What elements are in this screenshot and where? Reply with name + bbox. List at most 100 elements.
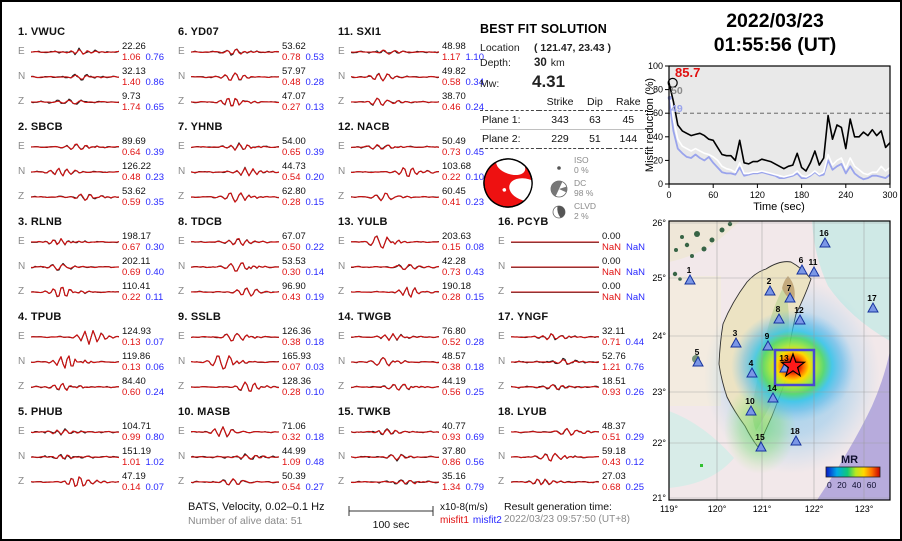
waveform-TDCB-Z: [191, 286, 279, 297]
amplitude-value: 103.68: [442, 160, 472, 172]
misfit1-value: 0.68: [602, 481, 621, 493]
dip-header: Dip: [581, 95, 609, 111]
trace-row-YD07-Z: Z 47.07 0.27 0.13: [178, 89, 334, 114]
amplitude-unit-label: x10-8(m/s): [440, 502, 488, 513]
misfit-values: 0.28 0.15: [442, 292, 494, 303]
component-label: N: [498, 356, 506, 367]
trace-row-TDCB-E: E 67.07 0.50 0.22: [178, 229, 334, 254]
component-label: Z: [18, 381, 25, 392]
misfit1-value: 0.43: [602, 456, 621, 468]
waveform-VWUC-Z: [31, 98, 119, 105]
station-title: 13. YULB: [338, 216, 388, 228]
trace-values: 22.26 1.06 0.76: [122, 41, 174, 63]
misfit-values: 0.93 0.26: [602, 387, 654, 398]
misfit-values: 0.59 0.35: [122, 197, 174, 208]
trace-values: 48.37 0.51 0.29: [602, 421, 654, 443]
trace-row-SSLB-E: E 126.36 0.38 0.18: [178, 324, 334, 349]
trace-values: 44.99 1.09 0.48: [282, 446, 334, 468]
amplitude-value: 0.00: [602, 255, 621, 267]
station-block-TDCB: 8. TDCB E 67.07 0.50 0.22 N 53.53 0.30 0.14 Z 96.9…: [178, 216, 334, 306]
svg-text:13: 13: [779, 353, 789, 363]
station-title: 4. TPUB: [18, 311, 62, 323]
amplitude-value: 44.73: [282, 160, 306, 172]
station-block-PHUB: 5. PHUB E 104.71 0.99 0.80 N 151.19 1.01 1.02 Z 47…: [18, 406, 174, 496]
component-label: E: [178, 236, 185, 247]
amplitude-value: 190.18: [442, 280, 472, 292]
misfit-values: NaN NaN: [602, 242, 654, 253]
waveform-TWKB-E: [351, 427, 439, 435]
component-label: E: [338, 236, 345, 247]
result-time-value: 2022/03/23 09:57:50 (UT+8): [504, 514, 630, 525]
best-misfit-annotation: 85.7: [675, 65, 700, 80]
station-title: 3. RLNB: [18, 216, 63, 228]
trace-values: 89.69 0.64 0.39: [122, 136, 174, 158]
waveform-MASB-Z: [191, 477, 279, 485]
waveform-TPUB-N: [31, 354, 119, 369]
component-label: E: [498, 426, 505, 437]
amplitude-value: 119.86: [122, 350, 151, 362]
svg-text:2: 2: [767, 276, 772, 286]
misfit1-value: 0.22: [122, 291, 141, 303]
station-block-NACB: 12. NACB E 50.49 0.73 0.45 N 103.68 0.22 0.10 Z 60…: [338, 121, 494, 211]
location-row: Location ( 121.47, 23.43 ): [480, 42, 648, 54]
trace-row-TWGB-N: N 48.57 0.38 0.18: [338, 349, 494, 374]
station-title: 11. SXI1: [338, 26, 382, 38]
lat-label: 22°: [652, 438, 666, 448]
misfit-values: 0.32 0.18: [282, 432, 334, 443]
panel-title: BEST FIT SOLUTION: [480, 22, 608, 36]
misfit1-value: 0.78: [282, 51, 301, 63]
amplitude-value: 53.62: [282, 40, 306, 52]
misfit1-value: 1.34: [442, 481, 461, 493]
misfit2-value: 0.26: [625, 386, 645, 398]
component-label: E: [498, 236, 505, 247]
waveform-YHNB-Z: [191, 191, 279, 203]
iso-label: ISO: [574, 155, 589, 165]
trace-row-SXI1-N: N 49.82 0.58 0.34: [338, 64, 494, 89]
misfit-values: 0.41 0.23: [442, 197, 494, 208]
misfit1-value: 1.06: [122, 51, 141, 63]
waveform-TPUB-Z: [31, 382, 119, 391]
lon-label: 120°: [708, 504, 727, 514]
svg-text:3: 3: [733, 328, 738, 338]
trace-values: 165.93 0.07 0.03: [282, 351, 334, 373]
waveform-YNGF-N: [511, 357, 599, 365]
lon-label: 119°: [660, 504, 678, 514]
waveform-SSLB-N: [191, 354, 279, 370]
trace-values: 0.00 NaN NaN: [602, 281, 654, 303]
trace-row-SXI1-E: E 48.98 1.17 1.10: [338, 39, 494, 64]
mw-value: 4.31: [532, 72, 566, 91]
misfit2-value: NaN: [626, 266, 646, 278]
svg-text:11: 11: [809, 257, 818, 267]
component-label: N: [338, 71, 346, 82]
misfit-values: 1.01 1.02: [122, 457, 174, 468]
misfit-dynamic: 0 20 40 60 80 100 0 60 120 180 240 300: [648, 61, 898, 200]
misfit-values: 1.34 0.79: [442, 482, 494, 493]
trace-values: 32.11 0.71 0.44: [602, 326, 654, 348]
station-block-RLNB: 3. RLNB E 198.17 0.67 0.30 N 202.11 0.69 0.40 Z 11…: [18, 216, 174, 306]
amplitude-value: 27.03: [602, 470, 626, 482]
amplitude-value: 71.06: [282, 420, 306, 432]
trace-values: 53.53 0.30 0.14: [282, 256, 334, 278]
amplitude-value: 128.36: [282, 375, 312, 387]
clvd-label: CLVD: [574, 201, 597, 211]
svg-text:16: 16: [819, 228, 829, 238]
trace-values: 96.90 0.43 0.19: [282, 281, 334, 303]
misfit2-value: 1.02: [145, 456, 165, 468]
svg-text:4: 4: [749, 358, 754, 368]
trace-row-SBCB-E: E 89.69 0.64 0.39: [18, 134, 174, 159]
misfit-values: 0.86 0.56: [442, 457, 494, 468]
trace-values: 76.80 0.52 0.28: [442, 326, 494, 348]
component-label: Z: [338, 96, 345, 107]
misfit2-value: 0.44: [625, 336, 645, 348]
plane-1-row: Plane 1: 343 63 45: [480, 110, 648, 130]
misfit-values: 0.07 0.03: [282, 362, 334, 373]
trace-values: 49.82 0.58 0.34: [442, 66, 494, 88]
amplitude-value: 32.11: [602, 325, 626, 337]
component-label: Z: [18, 191, 25, 202]
station-marker-2: 2: [764, 276, 776, 296]
waveform-YULB-N: [351, 263, 439, 270]
misfit1-value: 0.67: [122, 241, 141, 253]
mr-colorbar: MR 0 20 40 60: [825, 454, 881, 490]
misfit-values: 0.93 0.69: [442, 432, 494, 443]
